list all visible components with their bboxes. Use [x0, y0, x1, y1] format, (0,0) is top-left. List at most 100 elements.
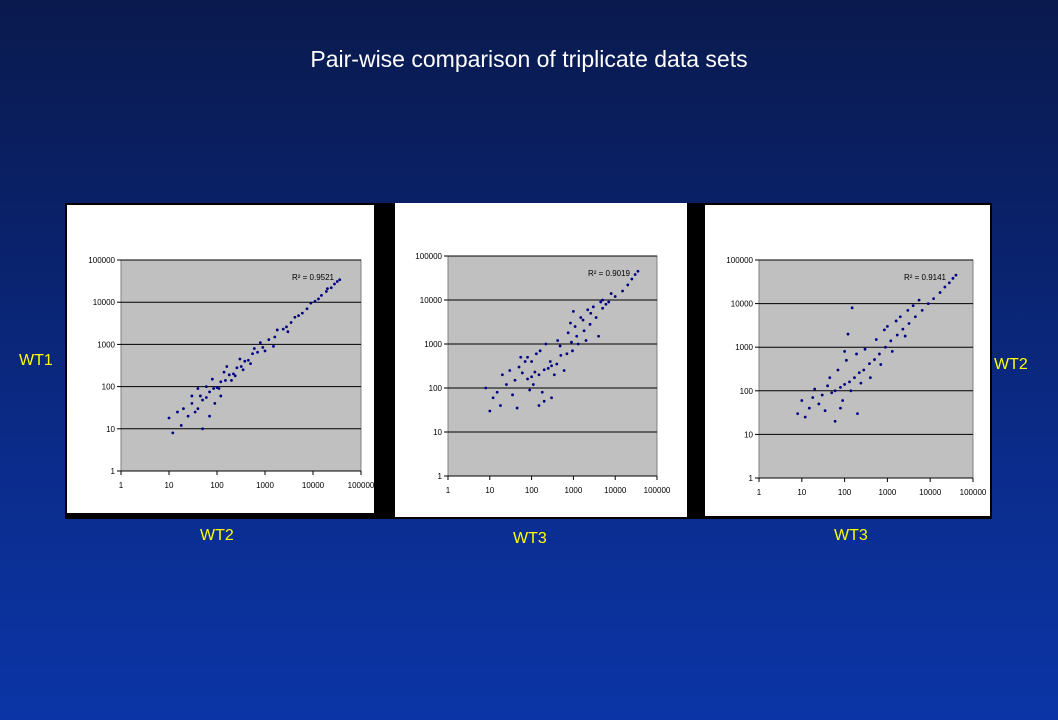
- data-point: [505, 383, 508, 386]
- data-point: [591, 305, 595, 309]
- x-tick-label: 10000: [604, 486, 627, 495]
- data-point: [613, 295, 617, 298]
- y-tick-label: 1000: [735, 343, 753, 352]
- data-point: [511, 393, 514, 397]
- data-point: [495, 390, 499, 394]
- y-tick-label: 1: [749, 474, 754, 483]
- y-tick-label: 1000: [97, 340, 115, 349]
- data-point: [241, 368, 245, 372]
- data-point: [313, 299, 317, 303]
- data-point: [882, 328, 886, 332]
- data-point: [548, 360, 552, 363]
- data-point: [833, 389, 837, 393]
- data-point: [926, 302, 930, 305]
- data-point: [320, 293, 323, 297]
- data-point: [224, 379, 227, 382]
- data-point: [261, 345, 265, 349]
- data-point: [230, 379, 233, 382]
- x-tick-label: 10: [485, 486, 494, 495]
- data-point: [326, 287, 329, 291]
- data-point: [272, 344, 275, 348]
- data-point: [232, 372, 235, 376]
- data-point: [329, 286, 333, 290]
- data-point: [546, 366, 550, 370]
- y-tick-label: 1: [438, 472, 443, 481]
- plot-area: [758, 259, 974, 479]
- x-tick-label: 1000: [879, 488, 897, 497]
- data-point: [582, 329, 586, 333]
- data-point: [604, 302, 608, 306]
- data-point: [252, 347, 256, 350]
- data-point: [906, 308, 910, 312]
- data-point: [517, 365, 521, 369]
- data-point: [219, 380, 223, 384]
- data-point: [796, 412, 800, 415]
- data-point: [841, 399, 845, 402]
- data-point: [233, 374, 237, 378]
- data-point: [213, 401, 217, 405]
- y-tick-label: 10: [106, 425, 115, 434]
- data-point: [528, 388, 532, 392]
- data-point: [286, 330, 290, 334]
- data-point: [826, 384, 829, 388]
- data-point: [488, 409, 492, 413]
- y-tick-label: 10000: [420, 296, 443, 305]
- data-point: [285, 325, 288, 329]
- data-point: [572, 310, 575, 313]
- data-point: [588, 322, 592, 326]
- x-tick-label: 1: [757, 488, 762, 497]
- data-point: [309, 301, 313, 305]
- data-point: [913, 315, 917, 319]
- data-point: [273, 335, 277, 339]
- data-point: [571, 349, 574, 353]
- data-point: [555, 362, 559, 366]
- data-point: [559, 354, 563, 357]
- y-tick-label: 100: [102, 383, 116, 392]
- data-point: [846, 332, 850, 336]
- data-point: [907, 322, 911, 325]
- data-point: [813, 387, 817, 391]
- data-point: [552, 373, 556, 377]
- data-point: [201, 398, 204, 402]
- scatter-chart-wt1-vs-wt2: 1 10 100 1000 10000 100000 1 10 100 1000 10000 1000…: [88, 256, 374, 490]
- x-tick-label: 100000: [348, 481, 374, 490]
- data-point: [890, 350, 894, 353]
- data-point: [874, 338, 878, 341]
- data-point: [297, 314, 300, 318]
- data-point: [575, 334, 579, 338]
- data-point: [938, 291, 942, 294]
- y-tick-label: 10: [744, 430, 753, 439]
- x-tick-label: 1000: [256, 481, 274, 490]
- data-point: [537, 404, 541, 407]
- data-point: [500, 373, 504, 377]
- data-point: [843, 383, 846, 386]
- data-point: [193, 410, 197, 414]
- data-point: [943, 285, 947, 289]
- data-point: [830, 391, 834, 395]
- data-point: [843, 350, 846, 353]
- data-point: [836, 368, 840, 372]
- data-point: [530, 360, 533, 363]
- data-point: [633, 273, 637, 276]
- data-point: [534, 352, 538, 356]
- data-point: [849, 389, 853, 393]
- data-point: [565, 352, 569, 356]
- data-point: [594, 316, 598, 319]
- data-point: [895, 333, 899, 337]
- data-point: [258, 341, 262, 345]
- data-point: [857, 371, 861, 375]
- y-tick-label: 10000: [93, 298, 116, 307]
- chart-panel-strip: 1 10 100 1000 10000 100000 1 10 100 1000 10000 1000…: [65, 203, 992, 519]
- data-point: [863, 347, 867, 351]
- data-point: [190, 401, 194, 405]
- data-point: [855, 352, 858, 356]
- data-point: [204, 396, 208, 399]
- data-point: [581, 318, 585, 322]
- data-point: [530, 375, 533, 379]
- data-point: [584, 339, 588, 342]
- data-point: [523, 360, 527, 363]
- data-point: [238, 357, 242, 361]
- data-point: [894, 319, 898, 323]
- data-point: [911, 304, 915, 307]
- y-tick-label: 10: [433, 428, 442, 437]
